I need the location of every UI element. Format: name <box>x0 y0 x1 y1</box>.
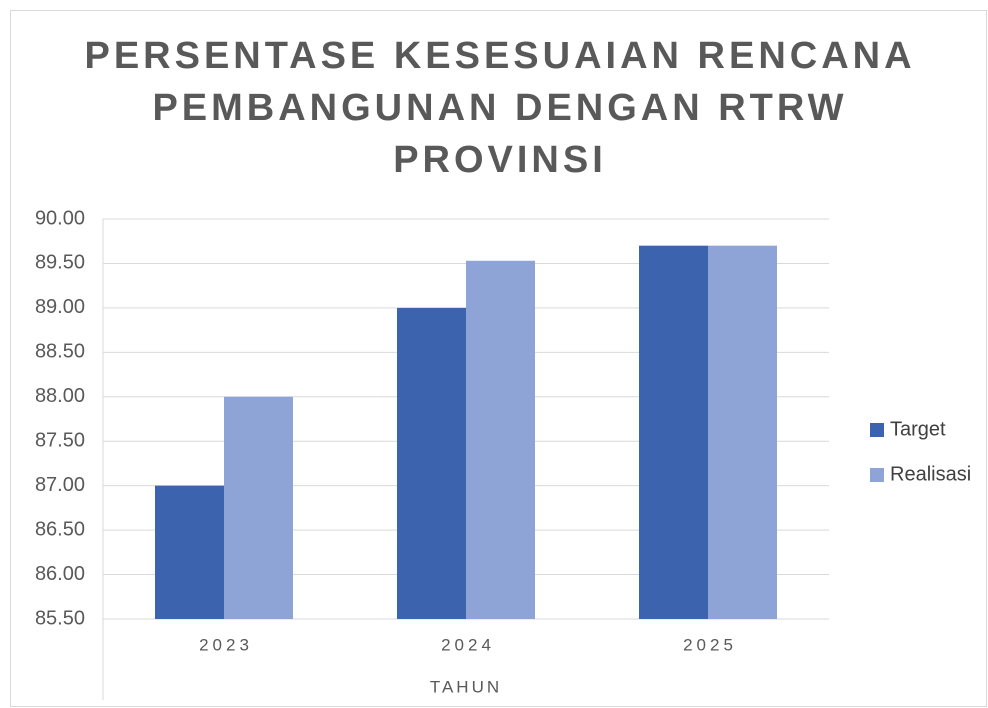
bar <box>224 396 293 619</box>
bar <box>466 260 535 619</box>
bar <box>639 245 708 619</box>
legend-label: Target <box>890 418 946 440</box>
bar <box>708 245 777 619</box>
y-tick-label: 85.50 <box>35 607 85 629</box>
chart-title: PERSENTASE KESESUAIAN RENCANA <box>84 35 915 77</box>
bar <box>397 307 466 619</box>
y-tick-label: 86.50 <box>35 518 85 540</box>
x-tick-label: 2025 <box>683 635 737 654</box>
chart-title: PEMBANGUNAN DENGAN RTRW <box>152 87 847 129</box>
y-tick-label: 86.00 <box>35 563 85 585</box>
y-tick-label: 90.00 <box>35 207 85 229</box>
chart-frame <box>10 10 987 707</box>
y-tick-label: 87.50 <box>35 430 85 452</box>
y-tick-label: 87.00 <box>35 474 85 496</box>
x-tick-label: 2024 <box>441 635 495 654</box>
legend-label: Realisasi <box>890 463 971 485</box>
x-tick-label: 2023 <box>199 635 253 654</box>
y-tick-label: 89.50 <box>35 252 85 274</box>
x-axis-label: TAHUN <box>430 677 502 696</box>
chart-title: PROVINSI <box>393 139 607 181</box>
legend-swatch <box>870 468 884 482</box>
bar <box>155 485 224 619</box>
y-tick-label: 88.00 <box>35 385 85 407</box>
legend-swatch <box>870 423 884 437</box>
y-tick-label: 89.00 <box>35 296 85 318</box>
y-tick-label: 88.50 <box>35 341 85 363</box>
